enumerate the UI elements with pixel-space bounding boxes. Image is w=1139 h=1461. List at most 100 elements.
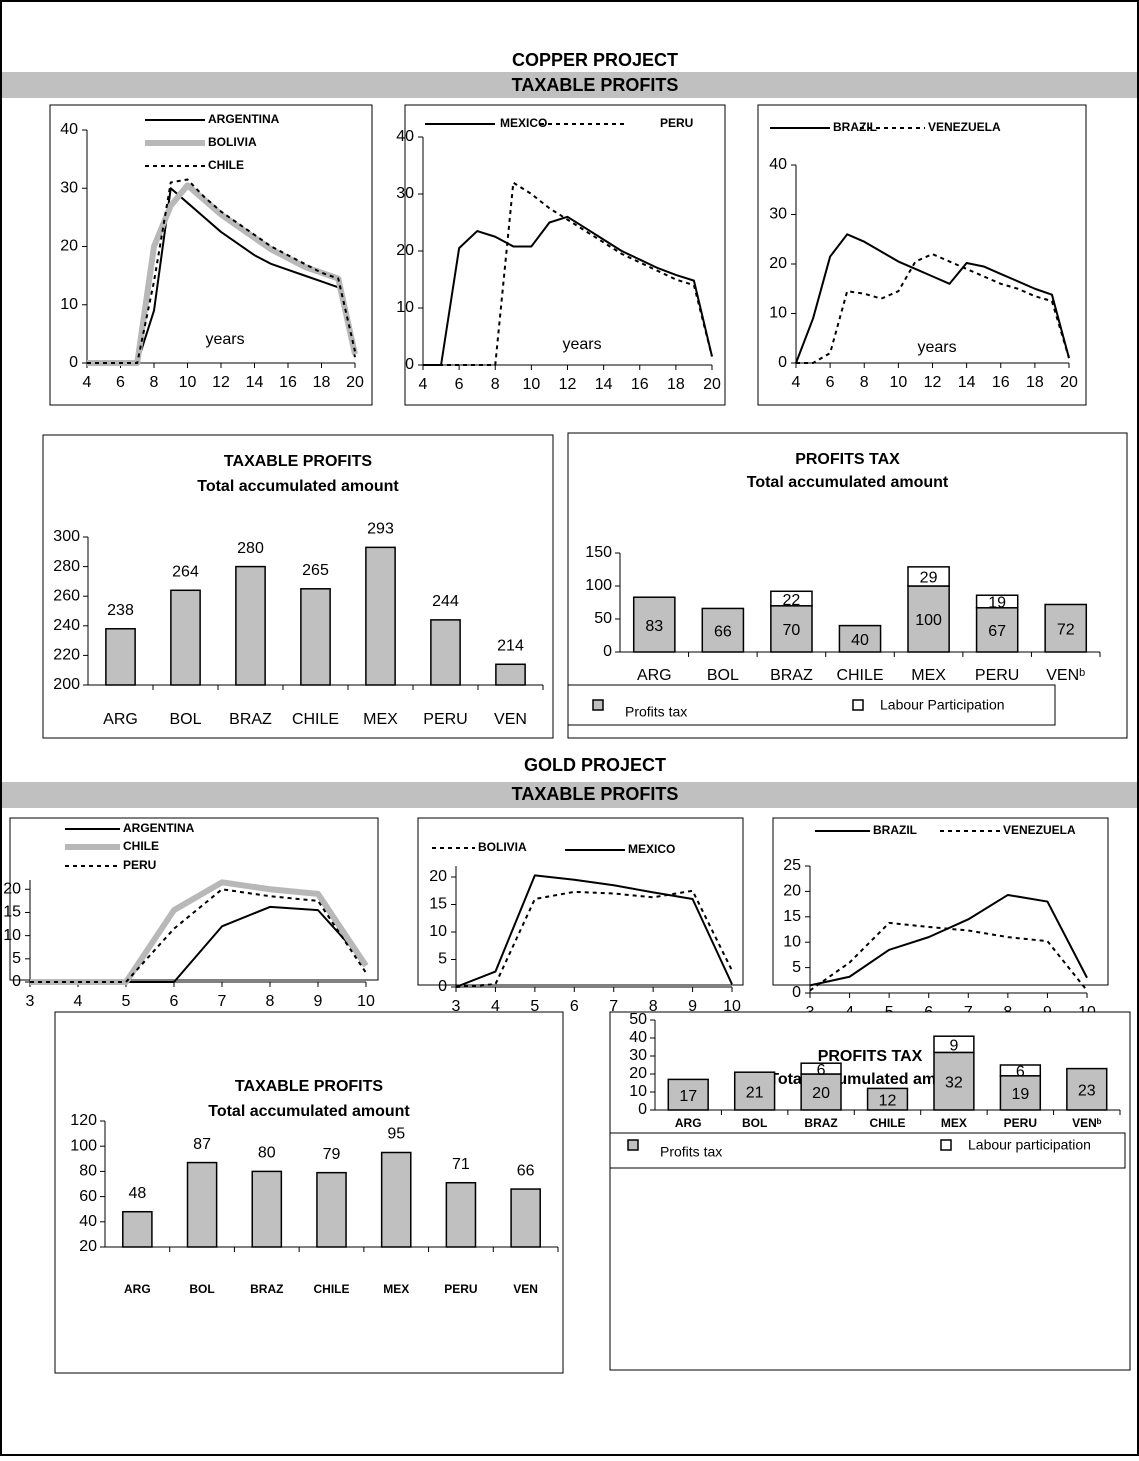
chart-title: TAXABLE PROFITS — [235, 1078, 383, 1095]
bar — [838, 624, 882, 653]
x-tick-label: 6 — [826, 374, 835, 391]
x-tick-label: BRAZ — [804, 1116, 837, 1130]
y-tick-label: 0 — [12, 973, 21, 990]
data-label: 6 — [817, 1062, 826, 1079]
y-tick-label: 300 — [53, 528, 80, 545]
legend-swatch — [627, 1139, 639, 1151]
data-label: 32 — [945, 1074, 963, 1091]
y-tick-label: 240 — [53, 617, 80, 634]
data-label: 48 — [128, 1185, 146, 1202]
y-tick-label: 0 — [69, 354, 78, 371]
y-tick-label: 150 — [585, 544, 612, 561]
x-tick-label: 3 — [26, 993, 35, 1010]
x-tick-label: 20 — [346, 374, 364, 391]
y-tick-label: 15 — [429, 896, 447, 913]
chart-frame — [567, 432, 1128, 739]
y-tick-label: 40 — [629, 1029, 647, 1046]
y-tick-label: 20 — [783, 883, 801, 900]
y-tick-label: 20 — [396, 242, 414, 259]
x-tick-label: ARG — [637, 667, 672, 684]
x-tick-label: BRAZ — [250, 1282, 283, 1296]
x-tick-label: 20 — [703, 376, 721, 393]
x-tick-label: 6 — [170, 993, 179, 1010]
y-tick-label: 200 — [53, 676, 80, 693]
x-tick-label: MEX — [911, 667, 946, 684]
legend-swatch — [852, 699, 864, 711]
y-tick-label: 0 — [638, 1101, 647, 1118]
y-tick-label: 15 — [3, 904, 21, 921]
legend-label: BRAZIL — [873, 823, 917, 837]
data-label: 23 — [1078, 1083, 1096, 1100]
legend-label: BOLIVIA — [478, 840, 527, 854]
y-tick-label: 280 — [53, 558, 80, 575]
x-tick-label: 4 — [792, 374, 801, 391]
series-line — [455, 889, 733, 988]
annotation: years — [562, 336, 601, 353]
y-tick-label: 20 — [769, 255, 787, 272]
bar — [632, 596, 676, 653]
data-label: 22 — [783, 592, 801, 609]
x-tick-label: PERU — [1004, 1116, 1037, 1130]
legend-label: BRAZIL — [833, 120, 877, 134]
series-line — [809, 893, 1088, 987]
series-line — [809, 921, 1088, 992]
x-tick-label: 10 — [179, 374, 197, 391]
y-tick-label: 10 — [60, 296, 78, 313]
y-tick-label: 30 — [769, 206, 787, 223]
y-tick-label: 25 — [783, 857, 801, 874]
data-label: 95 — [387, 1126, 405, 1143]
x-tick-label: 16 — [631, 376, 649, 393]
y-tick-label: 40 — [396, 128, 414, 145]
legend-box — [567, 684, 1056, 726]
annotation: years — [205, 331, 244, 348]
x-tick-label: CHILE — [870, 1116, 906, 1130]
y-tick-label: 50 — [594, 610, 612, 627]
bar — [800, 1062, 842, 1075]
x-tick-label: ARG — [675, 1116, 702, 1130]
y-tick-label: 40 — [769, 156, 787, 173]
x-tick-label: BRAZ — [770, 667, 813, 684]
bar — [186, 1161, 218, 1248]
bar — [300, 588, 331, 686]
x-tick-label: 5 — [122, 993, 131, 1010]
bar — [975, 607, 1019, 653]
x-tick-label: 14 — [595, 376, 613, 393]
y-tick-label: 10 — [3, 927, 21, 944]
bar — [430, 619, 461, 686]
bar — [495, 663, 526, 686]
legend-label: ARGENTINA — [123, 821, 195, 835]
legend-label: MEXICO — [500, 116, 547, 130]
bar — [800, 1073, 842, 1111]
x-tick-label: VENᵇ — [1072, 1116, 1102, 1130]
section-band — [2, 72, 1137, 98]
bar — [170, 589, 201, 686]
x-tick-label: 9 — [314, 993, 323, 1010]
x-tick-label: 8 — [860, 374, 869, 391]
data-label: 12 — [879, 1092, 897, 1109]
data-label: 87 — [193, 1136, 211, 1153]
y-tick-label: 10 — [769, 305, 787, 322]
legend-label: Profits tax — [625, 704, 687, 720]
y-tick-label: 15 — [783, 908, 801, 925]
x-tick-label: BOL — [169, 711, 201, 728]
section-title: COPPER PROJECT — [512, 50, 678, 70]
y-tick-label: 100 — [585, 577, 612, 594]
x-tick-label: 16 — [992, 374, 1010, 391]
bar — [701, 607, 745, 653]
y-tick-label: 5 — [12, 950, 21, 967]
bar — [365, 546, 396, 686]
legend-label: BOLIVIA — [208, 135, 257, 149]
x-tick-label: CHILE — [836, 667, 883, 684]
data-label: 66 — [714, 623, 732, 640]
y-tick-label: 10 — [429, 923, 447, 940]
bar — [1066, 1067, 1108, 1111]
y-tick-label: 20 — [60, 238, 78, 255]
y-tick-label: 60 — [79, 1188, 97, 1205]
y-tick-label: 5 — [792, 959, 801, 976]
x-tick-label: CHILE — [292, 711, 339, 728]
x-tick-label: 8 — [266, 993, 275, 1010]
legend-label: VENEZUELA — [1003, 823, 1076, 837]
chart-title: TAXABLE PROFITS — [224, 453, 372, 470]
x-tick-label: 6 — [570, 998, 579, 1015]
x-tick-label: VEN — [494, 711, 527, 728]
